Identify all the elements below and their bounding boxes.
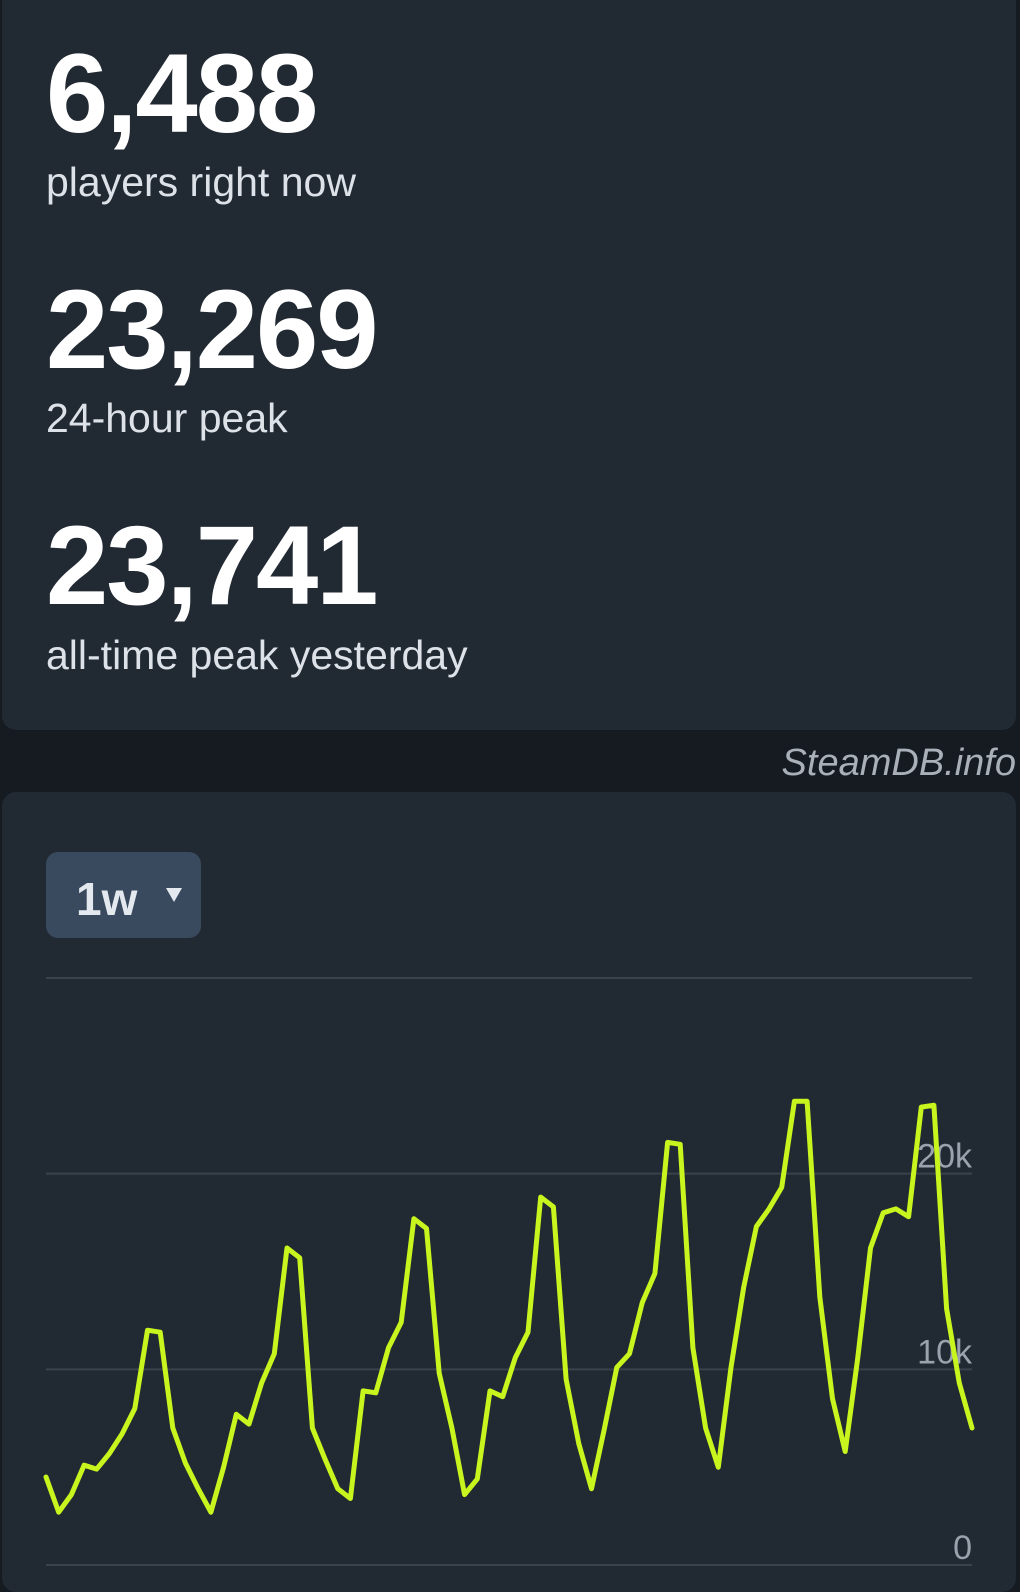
all-time-peak-label: all-time peak yesterday [46, 632, 468, 678]
all-time-peak: 23,741 [46, 503, 379, 628]
peak-24h: 23,269 [46, 267, 379, 392]
current-players: 6,488 [46, 31, 318, 156]
y-tick-label: 10k [917, 1333, 973, 1371]
chart: 0 10k 20k [43, 977, 975, 1567]
y-tick-label: 20k [917, 1138, 973, 1176]
range-label: 1w [76, 873, 138, 925]
y-tick-label: 0 [953, 1529, 972, 1567]
current-players-label: players right now [46, 159, 356, 205]
range-button[interactable]: 1w [46, 852, 201, 938]
stats-card [2, 0, 1016, 730]
player-line [43, 1098, 975, 1515]
peak-24h-label: 24-hour peak [46, 395, 288, 441]
dropdown-arrow [166, 888, 182, 902]
watermark: SteamDB.info [781, 742, 1016, 784]
